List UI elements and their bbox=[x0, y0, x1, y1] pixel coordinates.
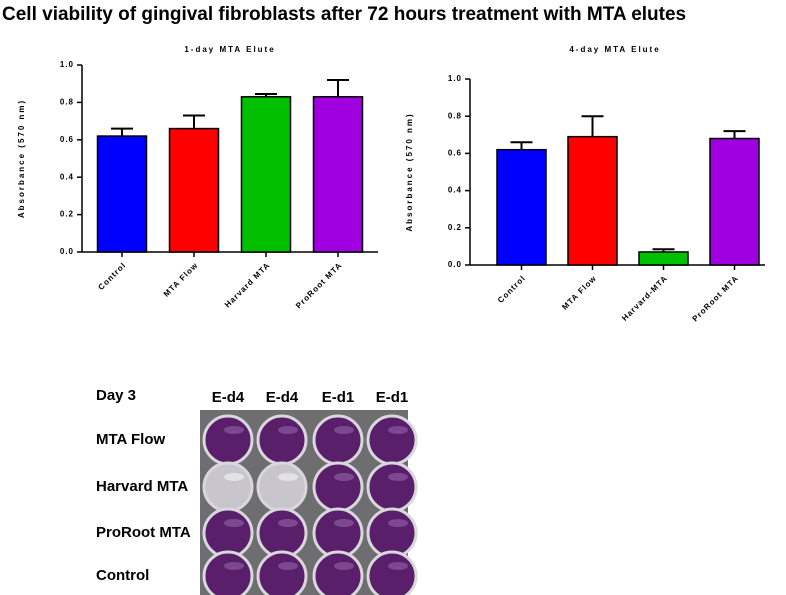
x-tick-label: ProRoot MTA bbox=[691, 274, 741, 324]
y-tick-label: 0.2 bbox=[448, 223, 462, 232]
well-highlight bbox=[334, 519, 354, 527]
error-bar bbox=[510, 141, 533, 150]
error-bar bbox=[723, 130, 746, 139]
row-label: Harvard MTA bbox=[96, 478, 188, 495]
well bbox=[312, 414, 364, 466]
y-tick-label: 0.8 bbox=[60, 98, 74, 107]
y-tick-label: 1.0 bbox=[60, 60, 74, 69]
y-tick-label: 0.4 bbox=[60, 172, 74, 181]
y-tick-label: 0.4 bbox=[448, 186, 462, 195]
well bbox=[202, 414, 254, 466]
well-highlight bbox=[278, 473, 298, 481]
error-bar bbox=[327, 78, 349, 97]
bar bbox=[638, 251, 689, 266]
error-bar bbox=[183, 114, 205, 129]
well-plate-photo bbox=[200, 410, 418, 595]
row-label: Control bbox=[96, 567, 149, 584]
well-highlight bbox=[388, 519, 408, 527]
well-highlight bbox=[224, 562, 244, 570]
y-tick-label: 0.6 bbox=[448, 149, 462, 158]
well-highlight bbox=[388, 426, 408, 434]
y-axis-label: Absorbance (570 nm) bbox=[405, 112, 414, 231]
y-tick-label: 0.2 bbox=[60, 210, 74, 219]
y-tick-label: 1.0 bbox=[448, 74, 462, 83]
y-tick-label: 0.8 bbox=[448, 111, 462, 120]
well-highlight bbox=[224, 426, 244, 434]
well-highlight bbox=[388, 473, 408, 481]
bar bbox=[240, 96, 292, 253]
error-bar bbox=[255, 92, 277, 97]
x-tick-label: Control bbox=[496, 274, 527, 305]
bar bbox=[312, 96, 364, 253]
chart-title: 4-day MTA Elute bbox=[569, 45, 660, 54]
error-bar bbox=[111, 127, 133, 137]
row-label: MTA Flow bbox=[96, 431, 165, 448]
column-label: E-d4 bbox=[212, 389, 245, 406]
error-bar bbox=[652, 248, 675, 252]
x-tick-label: ProRoot MTA bbox=[294, 261, 344, 311]
well bbox=[256, 414, 308, 466]
well bbox=[366, 507, 418, 559]
well-highlight bbox=[278, 519, 298, 527]
well bbox=[366, 461, 418, 513]
well-highlight bbox=[334, 562, 354, 570]
well bbox=[256, 461, 308, 513]
x-tick-label: MTA Flow bbox=[560, 274, 598, 312]
error-bar bbox=[581, 115, 604, 137]
well bbox=[202, 550, 254, 595]
y-axis-label: Absorbance (570 nm) bbox=[17, 99, 26, 218]
well bbox=[202, 461, 254, 513]
well-highlight bbox=[388, 562, 408, 570]
figure-title: Cell viability of gingival fibroblasts a… bbox=[2, 4, 686, 25]
bar bbox=[168, 127, 220, 253]
y-tick-label: 0.6 bbox=[60, 135, 74, 144]
row-label: ProRoot MTA bbox=[96, 524, 191, 541]
y-tick-label: 0.0 bbox=[60, 247, 74, 256]
bar bbox=[96, 135, 148, 253]
well-highlight bbox=[334, 473, 354, 481]
y-tick-label: 0.0 bbox=[448, 260, 462, 269]
x-tick-label: Control bbox=[96, 261, 127, 292]
bar bbox=[496, 148, 547, 266]
well bbox=[312, 461, 364, 513]
bar bbox=[709, 137, 760, 266]
well bbox=[202, 507, 254, 559]
photo-title: Day 3 bbox=[96, 387, 136, 404]
column-label: E-d1 bbox=[322, 389, 355, 406]
well bbox=[366, 414, 418, 466]
column-label: E-d4 bbox=[266, 389, 299, 406]
column-label: E-d1 bbox=[376, 389, 409, 406]
x-tick-label: Harvard-MTA bbox=[620, 274, 669, 323]
well bbox=[256, 507, 308, 559]
x-tick-label: MTA Flow bbox=[162, 261, 200, 299]
bar bbox=[567, 135, 618, 266]
well-highlight bbox=[278, 562, 298, 570]
well-highlight bbox=[224, 473, 244, 481]
well bbox=[312, 550, 364, 595]
well-highlight bbox=[278, 426, 298, 434]
well bbox=[256, 550, 308, 595]
x-tick-label: Harvard MTA bbox=[223, 261, 272, 310]
well bbox=[312, 507, 364, 559]
well-highlight bbox=[334, 426, 354, 434]
well bbox=[366, 550, 418, 595]
well-highlight bbox=[224, 519, 244, 527]
chart-title: 1-day MTA Elute bbox=[184, 45, 275, 54]
